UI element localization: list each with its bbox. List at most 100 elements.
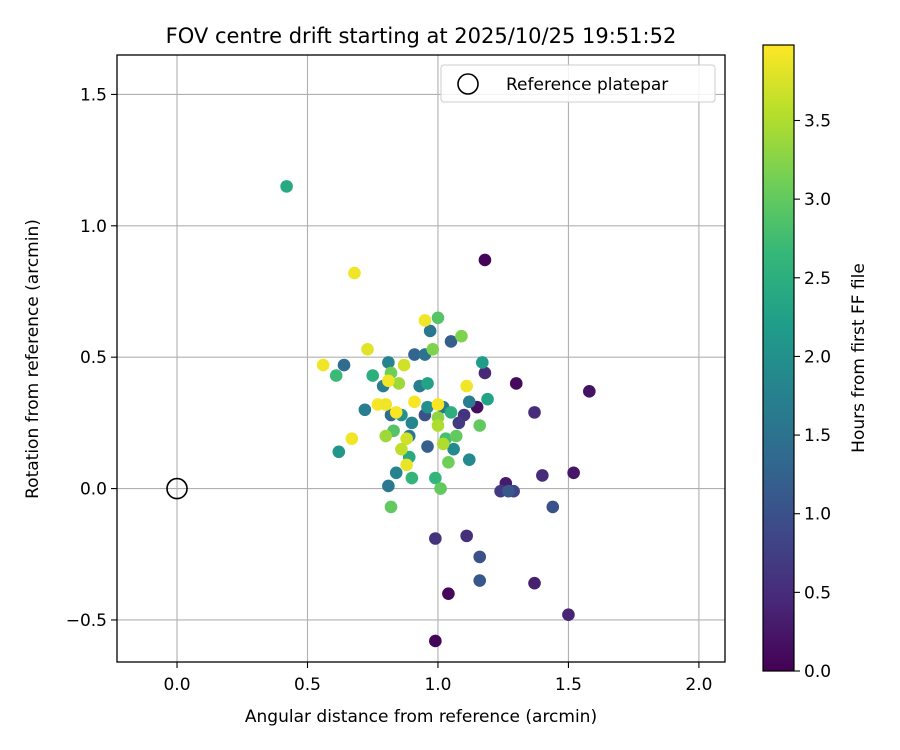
data-point — [478, 366, 492, 380]
data-point — [345, 432, 359, 445]
data-point — [536, 469, 549, 482]
axes-frame — [116, 54, 726, 663]
data-point — [280, 180, 293, 193]
axis-ticks: 0.0 0.5 1.0 1.5 2.0 −0.5 0.0 0.5 1.0 1.5 — [66, 85, 713, 695]
data-point — [405, 416, 419, 430]
data-point — [421, 440, 434, 453]
colorbar-tick-label: 2.5 — [804, 269, 831, 289]
data-point — [546, 500, 560, 514]
data-point — [379, 398, 393, 411]
colorbar-tick-label: 0.5 — [804, 583, 831, 603]
data-point — [382, 479, 395, 493]
data-point — [509, 377, 523, 390]
data-point — [447, 442, 460, 456]
x-tick-label: 1.0 — [424, 675, 451, 695]
data-point — [408, 348, 421, 361]
data-point — [421, 400, 434, 414]
colorbar-ticks: 0.0 0.5 1.0 1.5 2.0 2.5 3.0 3.5 — [794, 111, 831, 682]
chart-title: FOV centre drift starting at 2025/10/25 … — [166, 24, 677, 48]
data-point — [473, 550, 487, 564]
data-point — [444, 406, 458, 419]
data-point — [400, 432, 413, 445]
data-point — [418, 314, 432, 327]
legend: Reference platepar — [440, 64, 716, 103]
data-point — [583, 385, 596, 398]
x-tick-label: 0.5 — [294, 675, 321, 695]
data-point — [481, 392, 494, 406]
legend-open-circle-icon — [457, 73, 479, 95]
data-point — [476, 356, 489, 369]
data-point — [449, 429, 463, 443]
data-point — [358, 403, 372, 417]
data-point — [361, 343, 374, 356]
y-tick-label: 1.5 — [80, 85, 107, 105]
data-point — [455, 329, 468, 343]
data-point — [442, 455, 455, 469]
colorbar-tick-label: 1.5 — [804, 426, 831, 446]
x-tick-label: 1.5 — [555, 675, 582, 695]
x-axis-label: Angular distance from reference (arcmin) — [245, 707, 597, 727]
data-point — [429, 471, 442, 485]
reference-platepar-marker — [166, 477, 188, 500]
colorbar-gradient — [763, 45, 794, 671]
data-point — [452, 416, 466, 430]
colorbar-label: Hours from first FF file — [849, 263, 869, 453]
legend-box — [440, 64, 716, 103]
data-point — [528, 406, 541, 419]
data-point — [444, 335, 458, 348]
data-point — [348, 266, 361, 280]
data-point — [442, 587, 455, 600]
data-point — [400, 458, 413, 472]
data-point — [337, 358, 351, 372]
legend-entry-reference-platepar: Reference platepar — [506, 75, 668, 95]
data-point — [462, 395, 476, 409]
data-point — [395, 442, 408, 456]
data-point — [431, 311, 445, 325]
colorbar-tick-label: 0.0 — [804, 662, 831, 682]
data-point — [316, 358, 330, 372]
data-point — [478, 253, 492, 267]
data-points — [280, 180, 596, 648]
data-point — [389, 406, 403, 419]
data-point — [329, 369, 343, 382]
data-point — [392, 377, 406, 390]
data-point — [567, 466, 580, 480]
data-point — [562, 608, 575, 622]
data-point — [460, 379, 473, 393]
data-point — [528, 576, 541, 590]
data-point — [460, 529, 473, 543]
data-point — [332, 445, 346, 459]
x-tick-label: 2.0 — [685, 675, 712, 695]
data-point — [382, 356, 395, 369]
data-point — [502, 484, 515, 498]
colorbar-tick-label: 1.0 — [804, 505, 831, 525]
data-point — [473, 574, 487, 587]
colorbar-tick-label: 3.5 — [804, 111, 831, 131]
data-point — [408, 395, 421, 409]
data-point — [431, 398, 445, 411]
y-tick-label: 0.0 — [80, 480, 107, 500]
colorbar: 0.0 0.5 1.0 1.5 2.0 2.5 3.0 3.5 Hours from firs… — [762, 44, 869, 682]
data-point — [436, 437, 450, 451]
colorbar-tick-label: 3.0 — [804, 190, 831, 210]
y-tick-label: 1.0 — [80, 217, 107, 237]
data-point — [462, 453, 476, 466]
colorbar-frame — [762, 44, 795, 672]
data-point — [473, 419, 487, 432]
data-point — [384, 500, 398, 514]
data-point — [366, 369, 380, 382]
y-tick-label: 0.5 — [80, 348, 107, 368]
data-point — [379, 429, 393, 443]
data-point — [434, 482, 447, 495]
data-point — [397, 358, 411, 372]
data-point — [426, 343, 440, 356]
data-point — [429, 634, 442, 648]
data-point — [429, 532, 442, 545]
y-tick-label: −0.5 — [66, 611, 107, 631]
x-tick-label: 0.0 — [163, 675, 190, 695]
data-point — [405, 471, 419, 485]
data-point — [423, 324, 437, 338]
y-axis-label: Rotation from reference (arcmin) — [23, 219, 43, 499]
data-point — [382, 374, 395, 388]
